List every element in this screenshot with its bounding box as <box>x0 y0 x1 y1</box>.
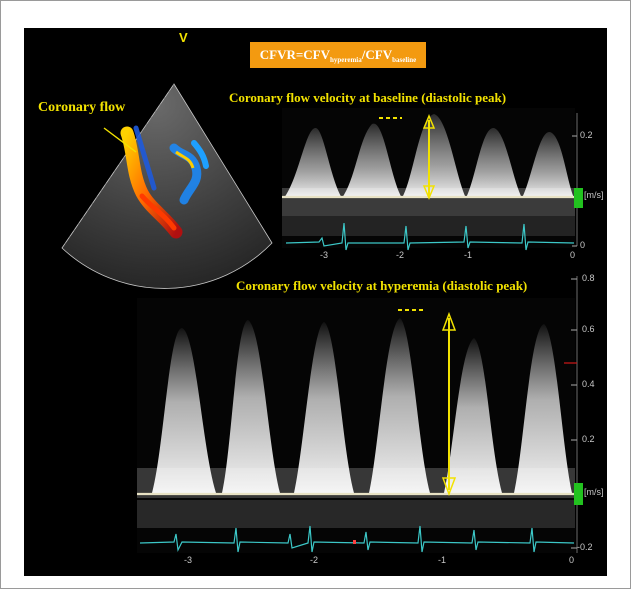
baseline-time-tick: -3 <box>320 250 329 260</box>
baseline-time-tick: -2 <box>396 250 405 260</box>
baseline-unit-label: [m/s] <box>584 190 604 200</box>
baseline-tick-bottom: 0 <box>580 240 586 250</box>
echo-graphics <box>61 83 578 553</box>
hyperemia-tick: -0.2 <box>577 542 593 552</box>
hyperemia-time-tick: -1 <box>438 555 447 565</box>
hyperemia-ecg-trace <box>139 525 575 553</box>
echo-sector <box>61 83 273 289</box>
baseline-spectrum <box>282 108 578 251</box>
probe-marker-label: V <box>179 30 188 45</box>
hyperemia-tick: 0.4 <box>582 379 595 389</box>
baseline-time-tick: -1 <box>464 250 473 260</box>
hyperemia-time-tick: -2 <box>310 555 319 565</box>
baseline-tick-upper: 0.2 <box>580 130 593 140</box>
baseline-time-tick: 0 <box>570 250 576 260</box>
baseline-scale-marker <box>574 188 583 208</box>
baseline-ecg-trace <box>285 222 575 251</box>
coronary-flow-label: Coronary flow <box>38 100 126 115</box>
hyperemia-unit-label: [m/s] <box>584 487 604 497</box>
hyperemia-tick: 0.2 <box>582 434 595 444</box>
hyperemia-time-tick: 0 <box>569 555 575 565</box>
baseline-title: Coronary flow velocity at baseline (dias… <box>229 90 507 105</box>
hyperemia-tick: 0.8 <box>582 273 595 283</box>
hyperemia-spectrum <box>137 276 578 553</box>
hyperemia-tick: 0.6 <box>582 324 595 334</box>
hyperemia-title: Coronary flow velocity at hyperemia (dia… <box>236 278 528 293</box>
cfvr-formula: CFVR=CFVhyperemia/CFVbaseline <box>250 42 426 68</box>
echo-doppler-panel: CFVR=CFVhyperemia/CFVbaseline Coronary f… <box>24 28 607 576</box>
hyperemia-time-tick: -3 <box>184 555 193 565</box>
hyperemia-scale-marker <box>574 483 583 505</box>
